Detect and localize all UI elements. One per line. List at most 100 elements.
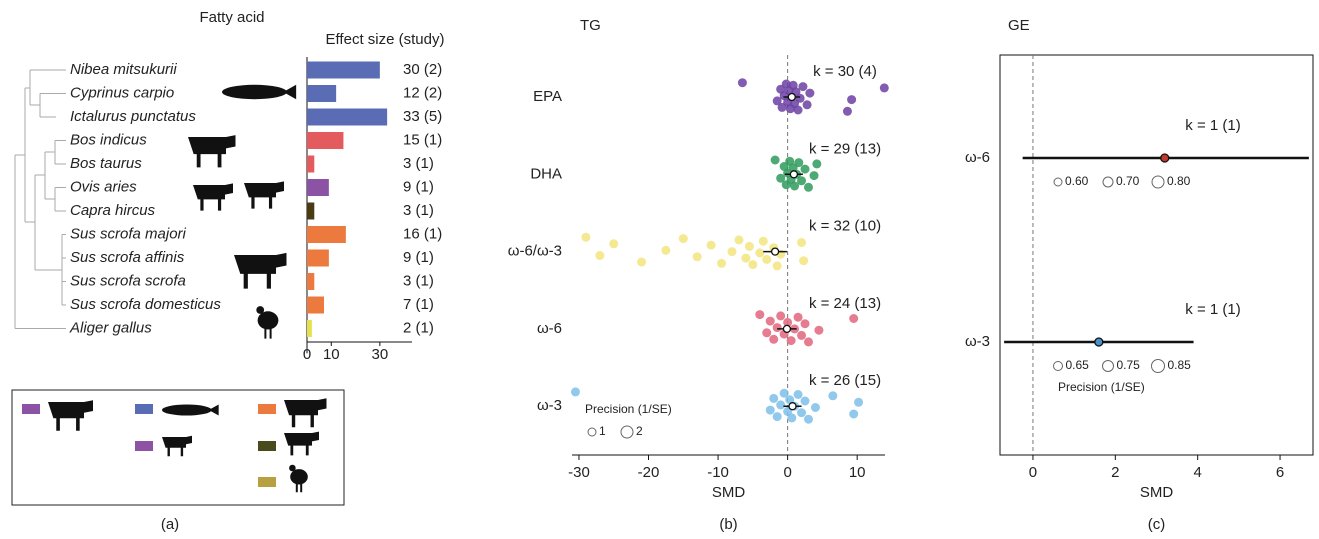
effect-point <box>637 257 647 267</box>
k-label: k = 26 (15) <box>809 372 881 389</box>
effect-point <box>595 251 605 260</box>
species-label: Bos indicus <box>70 131 147 148</box>
effect-point <box>786 336 796 346</box>
value-label: 9 (1) <box>403 249 434 266</box>
panel-title: TG <box>580 17 601 34</box>
effect-point <box>803 182 813 192</box>
panel-label: (b) <box>719 516 737 533</box>
bar <box>307 155 315 173</box>
bar <box>307 320 312 337</box>
effect-point <box>570 387 580 397</box>
swatch <box>258 404 276 414</box>
bar <box>307 202 315 220</box>
animal-icon <box>234 252 287 289</box>
species-label: Cyprinus carpio <box>70 84 174 101</box>
panel-label: (c) <box>1148 516 1166 533</box>
animal-icon <box>257 311 279 330</box>
swatch <box>258 441 276 451</box>
species-label: Sus scrofa affinis <box>70 249 185 266</box>
value-label: 3 (1) <box>403 202 434 219</box>
effect-point <box>797 176 807 186</box>
effect-point <box>809 171 819 181</box>
species-label: Capra hircus <box>70 202 156 219</box>
effect-point <box>803 337 813 347</box>
effect-point <box>609 239 619 249</box>
panel-title: GE <box>1008 17 1030 34</box>
y-tick-label: DHA <box>530 165 562 182</box>
animal-icon <box>290 469 308 485</box>
effect-point <box>800 319 810 329</box>
panel-label: (a) <box>161 516 179 533</box>
size-legend-circle <box>1053 177 1063 187</box>
size-legend-circle <box>1102 176 1114 188</box>
value-label: 9 (1) <box>403 178 434 195</box>
animal-icon <box>208 404 219 416</box>
effect-point <box>770 155 780 165</box>
axis-title: SMD <box>1140 484 1174 501</box>
y-tick-label: ω-6 <box>965 149 990 166</box>
value-label: 7 (1) <box>403 296 434 313</box>
effect-point <box>812 159 822 169</box>
swatch <box>258 477 276 487</box>
pooled-estimate <box>787 92 796 102</box>
effect-point <box>785 395 795 405</box>
effect-point <box>734 235 744 245</box>
plot-frame <box>999 54 1314 456</box>
effect-point <box>803 414 813 424</box>
value-label: 3 (1) <box>403 155 434 172</box>
effect-point <box>772 412 782 422</box>
bar <box>307 132 344 149</box>
y-tick-label: ω-6/ω-3 <box>508 243 562 260</box>
effect-point <box>828 391 838 401</box>
bar <box>307 296 324 314</box>
swatch <box>135 441 153 451</box>
effect-point <box>849 314 859 323</box>
size-legend-title: Precision (1/SE) <box>585 402 672 416</box>
species-label: Ictalurus punctatus <box>70 108 196 125</box>
animal-icon <box>289 464 296 472</box>
effect-point <box>762 254 772 264</box>
effect-point <box>717 258 727 268</box>
panel-title: Fatty acid <box>199 9 264 26</box>
effect-point <box>800 396 810 406</box>
legend-box <box>11 389 345 506</box>
y-tick-label: ω-3 <box>537 397 562 414</box>
effect-point <box>772 96 782 106</box>
x-tick-label: 0 <box>303 346 311 363</box>
size-legend-label: 0.80 <box>1167 174 1191 188</box>
species-label: Sus scrofa majori <box>70 225 187 242</box>
pooled-estimate <box>782 324 792 334</box>
phylo-tree <box>14 69 66 329</box>
x-tick-label: 10 <box>849 464 866 481</box>
effect-point <box>798 82 808 92</box>
species-label: Aliger gallus <box>69 319 152 336</box>
x-tick-label: 2 <box>1111 464 1119 481</box>
y-tick-label: ω-6 <box>537 320 562 337</box>
effect-point <box>769 334 779 344</box>
effect-point <box>755 248 765 258</box>
bar <box>307 61 380 79</box>
size-legend-label: 0.75 <box>1117 358 1141 372</box>
x-tick-label: 30 <box>372 346 389 363</box>
effect-point <box>799 256 809 266</box>
animal-icon <box>284 431 319 456</box>
effect-point <box>810 403 820 412</box>
effect-point <box>797 330 807 340</box>
animal-icon <box>162 435 192 457</box>
effect-point <box>797 238 807 247</box>
effect-point <box>814 325 824 335</box>
value-label: 33 (5) <box>403 108 442 125</box>
k-label: k = 24 (13) <box>809 295 881 312</box>
effect-point <box>797 408 807 418</box>
effect-point <box>581 232 591 242</box>
effect-point <box>802 100 812 110</box>
size-legend-circle <box>1151 175 1165 189</box>
x-tick-label: -30 <box>568 464 590 481</box>
effect-point <box>762 328 772 338</box>
effect-point <box>772 261 782 271</box>
species-label: Ovis aries <box>70 178 137 195</box>
swatch <box>22 404 40 414</box>
animal-icon <box>162 404 212 416</box>
x-tick-label: 0 <box>783 464 791 481</box>
k-label: k = 32 (10) <box>809 218 881 235</box>
